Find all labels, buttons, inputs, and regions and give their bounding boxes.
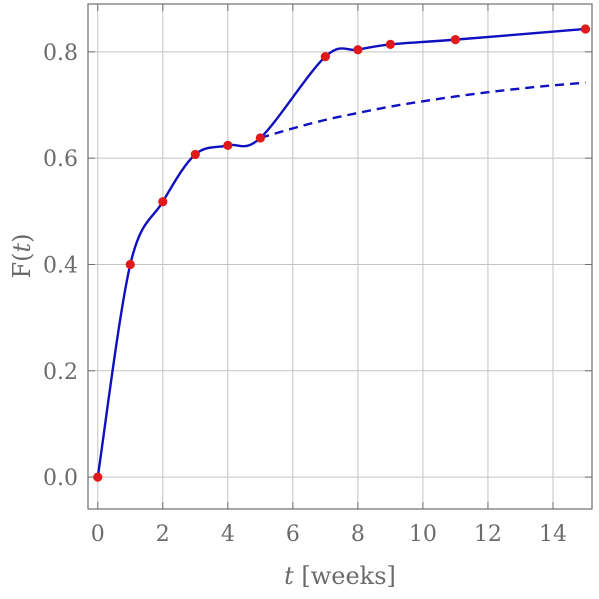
x-tick-label: 0 [91,522,105,547]
plot-frame [87,3,593,510]
data-point [320,52,330,62]
x-tick-label: 14 [539,522,567,547]
data-point [450,35,461,45]
y-tick-label: 0.0 [43,466,78,491]
x-tick-label: 2 [156,522,170,547]
y-axis-var: t [8,243,36,253]
data-point [125,259,135,270]
data-point [255,133,265,143]
x-tick-label: 10 [409,522,437,547]
marker-layer [93,24,591,482]
y-axis-label: F(t) [8,233,36,278]
solid-series-line [96,27,586,478]
y-tick-labels: 0.0 0.2 0.4 0.6 0.8 [43,41,78,491]
x-tick-label: 6 [286,522,300,547]
x-tick-label: 12 [474,522,502,547]
y-tick-label: 0.8 [43,41,78,66]
data-point [158,197,168,207]
series-layer [96,27,586,478]
tick-layer [88,4,592,509]
x-axis-var: t [284,562,294,590]
y-tick-label: 0.6 [43,147,78,172]
data-point [353,45,363,55]
x-axis-label: t [weeks] [284,562,396,590]
y-tick-label: 0.4 [43,253,78,278]
grid-layer [88,4,592,509]
data-point [223,140,233,150]
x-tick-label: 8 [351,522,365,547]
data-point [93,472,103,482]
x-tick-labels: 0 2 4 6 8 10 12 14 [91,522,567,547]
x-axis-unit: [weeks] [294,562,396,590]
y-tick-label: 0.2 [43,360,78,385]
data-point [190,149,200,160]
data-point [385,39,395,50]
dashed-series-line [259,81,586,140]
data-point [580,24,591,34]
y-axis-pre: F( [8,253,36,279]
x-tick-label: 4 [221,522,235,547]
y-axis-post: ) [8,233,36,242]
